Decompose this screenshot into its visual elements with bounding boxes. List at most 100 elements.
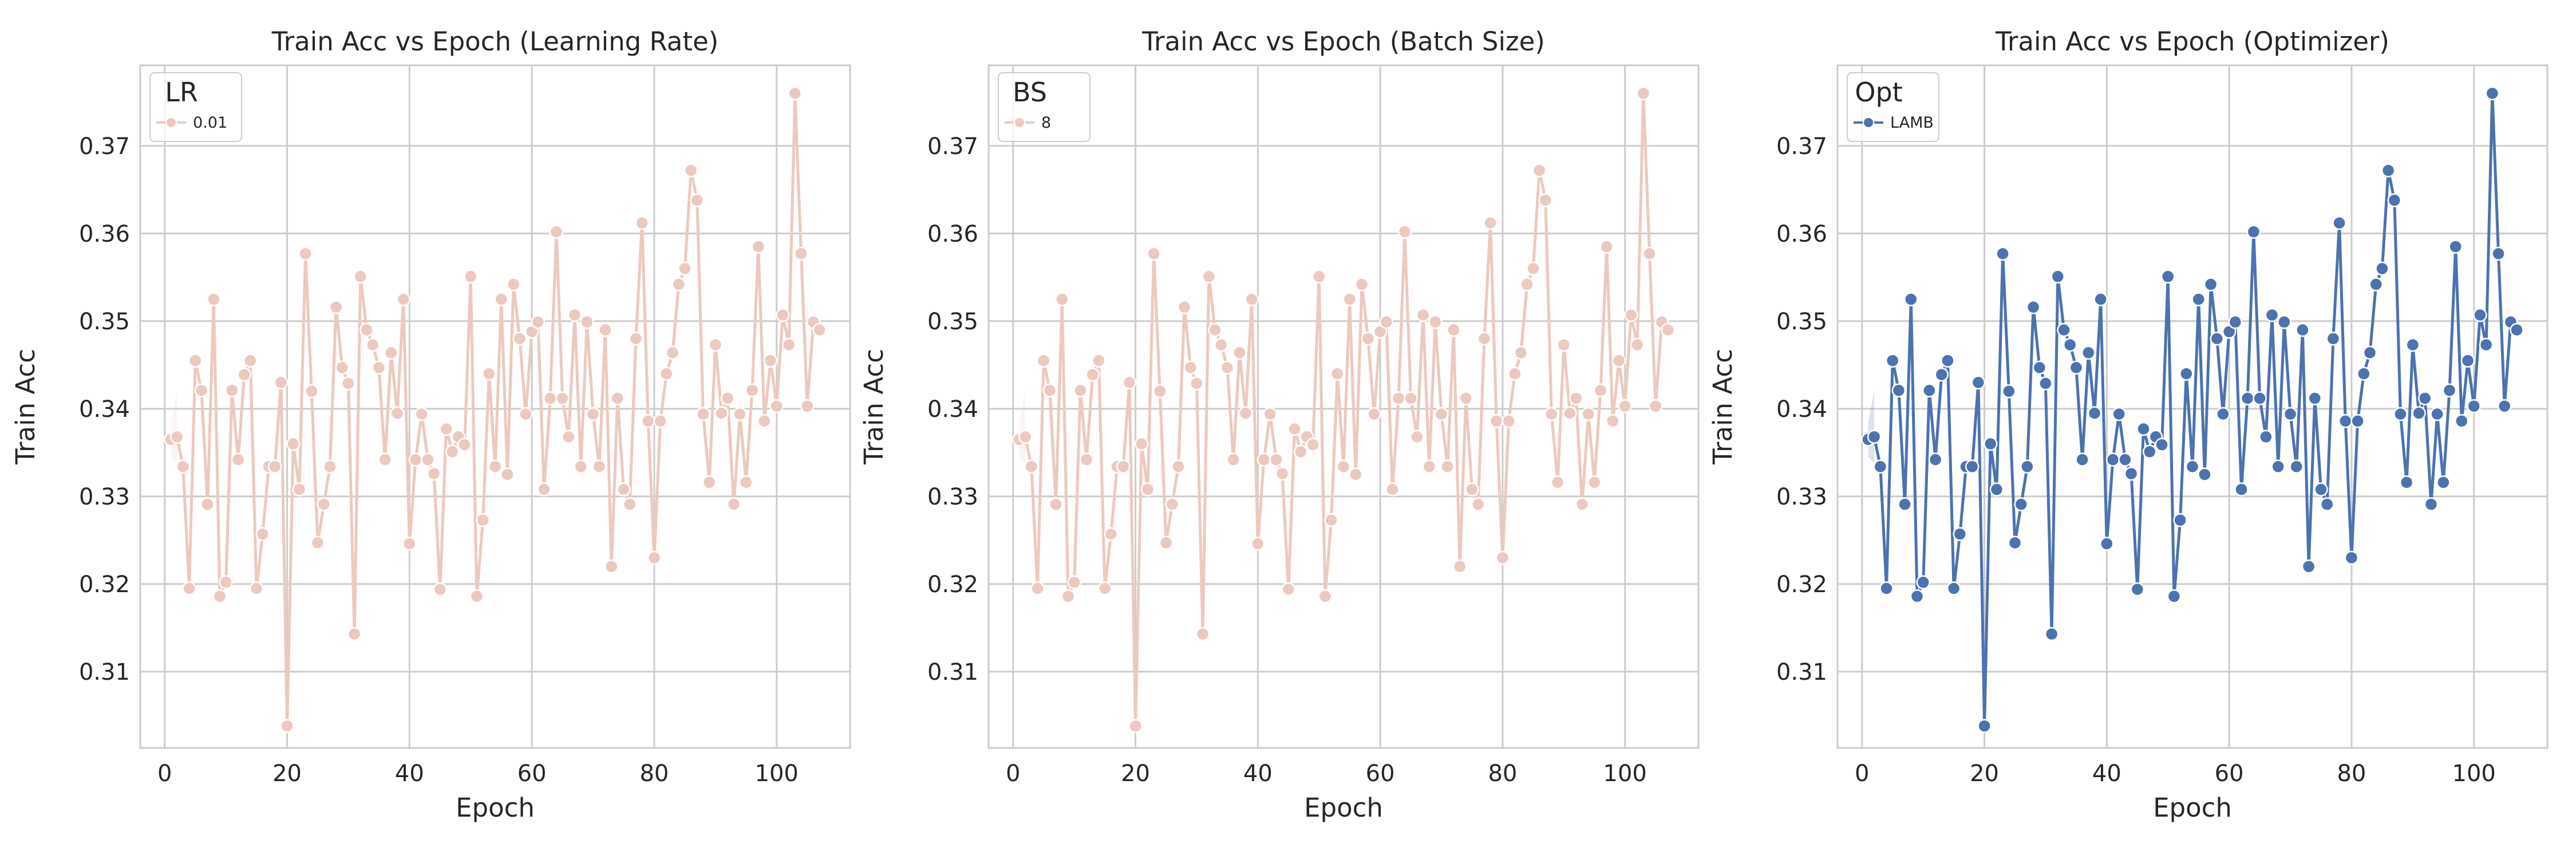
data-point: [353, 269, 368, 284]
data-point: [1904, 292, 1918, 306]
x-tick-label: 20: [272, 761, 302, 787]
data-point: [1910, 589, 1925, 604]
data-point: [1306, 438, 1320, 452]
x-tick-label: 0: [1855, 761, 1869, 787]
y-tick-label: 0.32: [927, 572, 978, 598]
x-tick-label: 20: [1970, 761, 1999, 787]
data-point: [2093, 292, 2108, 306]
data-point: [781, 337, 796, 352]
data-point: [1128, 719, 1143, 733]
data-point: [1428, 315, 1443, 329]
data-point: [378, 452, 392, 467]
x-axis-label: Epoch: [456, 793, 535, 823]
data-point: [2167, 589, 2182, 604]
data-point: [310, 535, 325, 550]
data-point: [2460, 353, 2475, 368]
data-point: [298, 246, 313, 261]
data-point: [2050, 269, 2065, 284]
data-point: [800, 399, 815, 413]
plot-frame: [139, 64, 851, 749]
data-point: [169, 430, 184, 444]
data-point: [763, 353, 778, 368]
data-point: [1514, 345, 1528, 360]
data-point: [586, 407, 600, 421]
data-point: [1226, 452, 1240, 467]
data-point: [671, 277, 686, 291]
data-point: [1459, 391, 1473, 405]
data-point: [280, 719, 294, 733]
data-point: [1953, 527, 1967, 541]
data-point: [1879, 581, 1894, 596]
data-point: [1263, 407, 1277, 421]
data-point: [1153, 384, 1167, 399]
data-point: [622, 497, 637, 511]
data-point: [1330, 367, 1345, 381]
data-point: [365, 337, 380, 352]
x-tick-label: 100: [1603, 761, 1647, 787]
data-point: [469, 589, 484, 604]
data-point: [714, 406, 729, 420]
data-point: [286, 436, 301, 451]
data-point: [212, 589, 227, 604]
data-point: [1440, 459, 1455, 474]
data-point: [482, 367, 496, 381]
data-point: [519, 407, 533, 421]
data-point: [2338, 413, 2353, 428]
y-tick-label: 0.36: [79, 221, 130, 247]
data-point: [745, 383, 760, 397]
y-tick-label: 0.31: [1776, 659, 1827, 685]
data-point: [2032, 360, 2047, 375]
y-tick-label: 0.37: [79, 133, 130, 160]
panel-optimizer: 0 20 40 60 80 100 0.31 0.32 0.33 0.34 0.35 0.36 0.37…: [1708, 26, 2549, 823]
data-point: [531, 315, 546, 329]
data-point: [1269, 452, 1283, 467]
data-point: [1030, 581, 1045, 596]
data-point: [1354, 277, 1369, 291]
data-point: [384, 345, 398, 360]
data-point: [1934, 367, 1949, 382]
data-point: [549, 224, 564, 239]
data-point: [2136, 421, 2151, 436]
data-point: [2130, 582, 2145, 597]
data-point: [2160, 269, 2175, 284]
legend: BS 8: [998, 72, 1091, 142]
data-point: [292, 482, 307, 497]
data-point: [500, 467, 515, 482]
data-point: [1018, 430, 1033, 444]
data-point: [1977, 719, 1992, 733]
data-point: [457, 438, 472, 452]
y-tick-label: 0.32: [1776, 572, 1827, 598]
y-tick-label: 0.36: [927, 221, 978, 247]
data-point: [2491, 246, 2506, 261]
data-point: [2350, 413, 2365, 428]
data-point: [1287, 421, 1302, 436]
legend-title: Opt: [1855, 77, 1902, 108]
x-tick-label: 40: [2092, 761, 2121, 787]
data-point: [1293, 444, 1308, 459]
x-axis-label: Epoch: [1304, 793, 1383, 823]
data-point: [2185, 459, 2200, 474]
data-point: [237, 367, 251, 382]
data-point: [2332, 216, 2346, 230]
data-point: [1134, 436, 1149, 451]
data-point: [317, 497, 331, 511]
data-point: [323, 459, 337, 474]
data-point: [2203, 277, 2218, 291]
data-point: [2448, 239, 2463, 254]
data-point: [647, 550, 662, 565]
chart-title: Train Acc vs Epoch (Batch Size): [1141, 26, 1545, 57]
x-tick-label: 0: [157, 761, 172, 787]
data-point: [1556, 337, 1571, 352]
data-point: [2497, 399, 2512, 413]
data-point: [445, 444, 460, 459]
data-point: [708, 337, 723, 352]
data-point: [1342, 292, 1357, 306]
legend-entry-label: 0.01: [193, 114, 227, 132]
data-point: [2020, 459, 2034, 474]
data-point: [2081, 345, 2096, 360]
data-point: [1244, 292, 1259, 306]
data-point: [555, 391, 570, 405]
data-point: [2198, 467, 2212, 482]
data-point: [476, 513, 490, 527]
data-point: [1275, 466, 1290, 481]
